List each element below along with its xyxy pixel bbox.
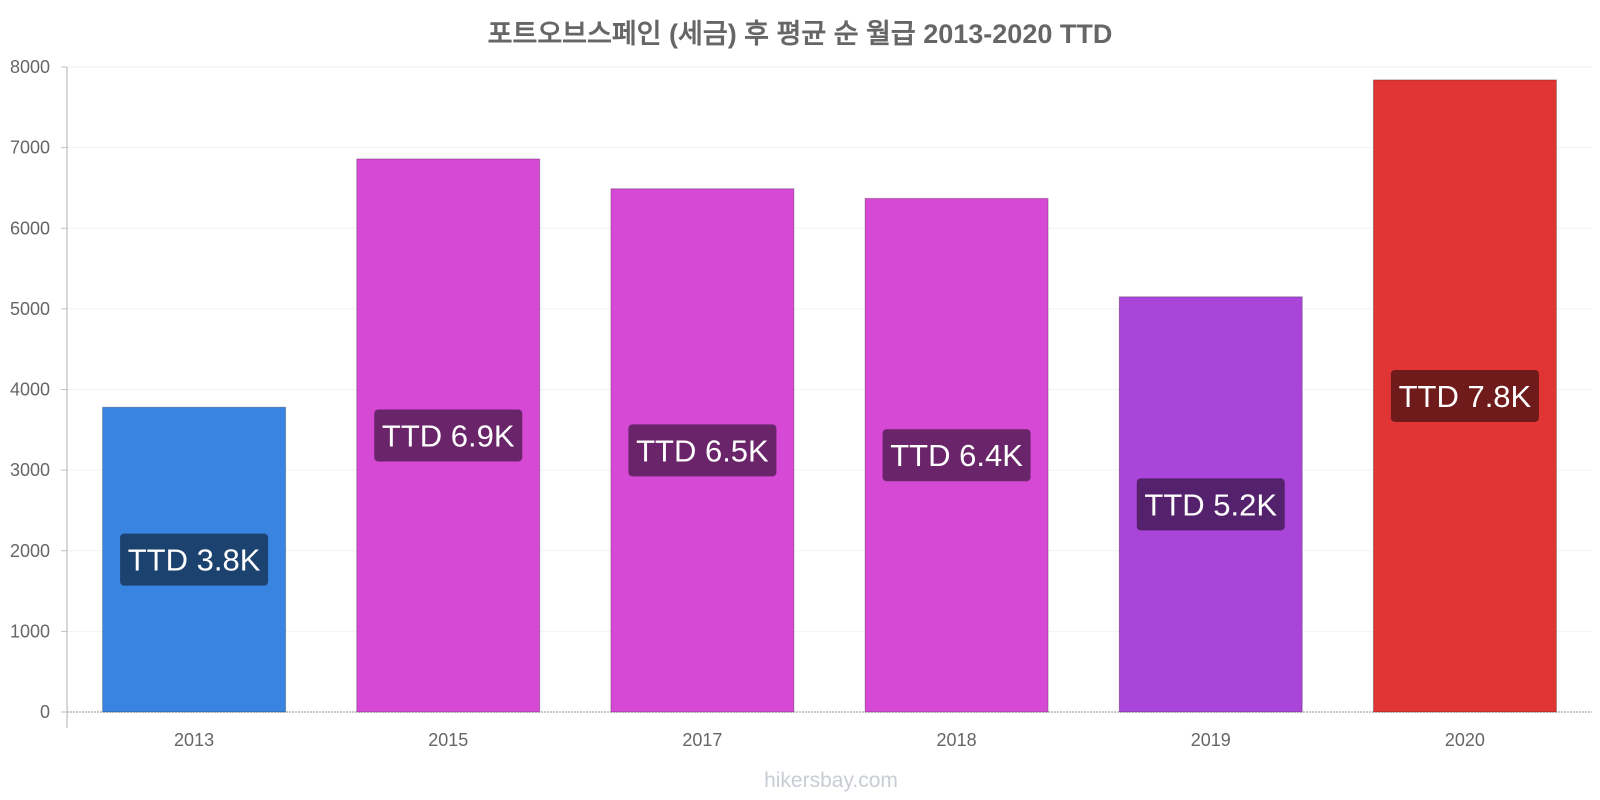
data-label-2015: TTD 6.9K <box>382 418 515 453</box>
data-label-2020: TTD 7.8K <box>1399 379 1532 414</box>
data-label-badge <box>120 533 269 586</box>
data-label-2019: TTD 5.2K <box>1144 487 1277 522</box>
x-tick-label: 2013 <box>174 730 214 750</box>
data-label-badge <box>628 424 777 477</box>
source-watermark: hikersbay.com <box>764 769 898 792</box>
y-tick-label: 0 <box>40 702 50 722</box>
data-label-2017: TTD 6.5K <box>636 433 769 468</box>
data-label-badge <box>1390 369 1539 422</box>
y-tick-label: 6000 <box>10 218 50 238</box>
data-label-2018: TTD 6.4K <box>890 438 1023 473</box>
bars <box>102 79 1557 713</box>
y-tick-label: 1000 <box>10 621 50 641</box>
data-label-badge <box>882 429 1031 482</box>
data-label-2013: TTD 3.8K <box>128 543 261 578</box>
axes <box>61 66 1592 728</box>
tick-labels: 0 1000 2000 3000 4000 5000 6000 7000 8000 2013 201… <box>10 57 1485 750</box>
data-label-badge <box>1136 478 1285 531</box>
grid-lines <box>67 66 1592 632</box>
y-tick-label: 5000 <box>10 299 50 319</box>
y-tick-label: 4000 <box>10 380 50 400</box>
x-tick-label: 2020 <box>1445 730 1485 750</box>
data-label-badge <box>374 409 523 462</box>
y-tick-label: 8000 <box>10 57 50 77</box>
data-labels: TTD 3.8K TTD 6.9K TTD 6.5K TTD 6.4K TTD 5.2K… <box>120 369 1539 586</box>
x-tick-label: 2015 <box>428 730 468 750</box>
x-tick-label: 2019 <box>1191 730 1231 750</box>
x-tick-label: 2017 <box>682 730 722 750</box>
y-tick-label: 7000 <box>10 138 50 158</box>
y-tick-label: 3000 <box>10 460 50 480</box>
x-tick-label: 2018 <box>937 730 977 750</box>
y-tick-label: 2000 <box>10 541 50 561</box>
chart-title: 포트오브스페인 (세금) 후 평균 순 월급 2013-2020 TTD <box>488 19 1113 49</box>
